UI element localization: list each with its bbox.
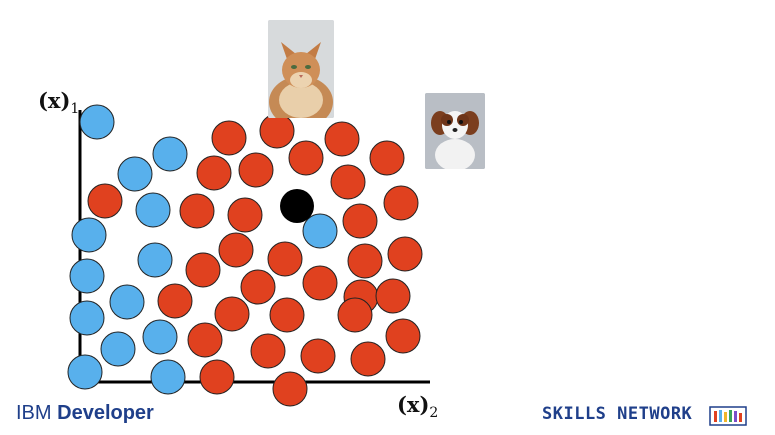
skills-network-logo: SKILLS NETWORK xyxy=(542,404,693,424)
y-axis-label-sub: 1 xyxy=(70,101,80,117)
dog-photo xyxy=(425,93,485,169)
cat-photo xyxy=(268,20,334,118)
data-point-red xyxy=(347,243,383,279)
data-point-blue xyxy=(302,213,338,249)
data-point-red xyxy=(179,193,215,229)
y-axis-label: (x)1 xyxy=(38,88,79,117)
data-point-red xyxy=(375,278,411,314)
data-point-blue xyxy=(67,354,103,390)
data-point-red xyxy=(300,338,336,374)
data-point-blue xyxy=(135,192,171,228)
data-point-red xyxy=(350,341,386,377)
data-point-blue xyxy=(69,300,105,336)
data-point-red xyxy=(383,185,419,221)
data-point-red xyxy=(302,265,338,301)
ibm-logo-main: Developer xyxy=(57,402,154,424)
books-icon xyxy=(709,406,747,426)
data-point-red xyxy=(337,297,373,333)
data-point-blue xyxy=(109,284,145,320)
data-point-red xyxy=(259,113,295,149)
data-point-red xyxy=(87,183,123,219)
data-point-red xyxy=(238,152,274,188)
data-point-blue xyxy=(152,136,188,172)
data-point-red xyxy=(369,140,405,176)
data-point-blue xyxy=(71,217,107,253)
data-point-red xyxy=(185,252,221,288)
data-point-red xyxy=(240,269,276,305)
data-point-red xyxy=(269,297,305,333)
data-point-red xyxy=(196,155,232,191)
data-point-blue xyxy=(137,242,173,278)
data-point-red xyxy=(250,333,286,369)
data-point-red xyxy=(187,322,223,358)
y-axis-label-vec: (x) xyxy=(38,88,71,113)
data-point-red xyxy=(211,120,247,156)
x-axis-label-vec: (x) xyxy=(397,392,430,417)
data-point-blue xyxy=(69,258,105,294)
data-point-red xyxy=(218,232,254,268)
data-point-red xyxy=(288,140,324,176)
data-point-blue xyxy=(79,104,115,140)
data-point-red xyxy=(387,236,423,272)
data-point-red xyxy=(214,296,250,332)
data-point-red xyxy=(227,197,263,233)
ibm-developer-logo: IBM Developer xyxy=(16,402,154,425)
data-point-blue xyxy=(150,359,186,395)
query-point xyxy=(280,189,314,223)
data-point-blue xyxy=(100,331,136,367)
data-point-red xyxy=(342,203,378,239)
data-point-red xyxy=(324,121,360,157)
data-point-red xyxy=(385,318,421,354)
ibm-logo-prefix: IBM xyxy=(16,402,58,424)
x-axis-label: (x)2 xyxy=(397,392,438,421)
data-point-red xyxy=(157,283,193,319)
data-point-blue xyxy=(142,319,178,355)
data-point-red xyxy=(199,359,235,395)
data-point-red xyxy=(267,241,303,277)
data-point-red xyxy=(272,371,308,407)
data-point-red xyxy=(330,164,366,200)
data-point-blue xyxy=(117,156,153,192)
x-axis-label-sub: 2 xyxy=(429,405,439,421)
